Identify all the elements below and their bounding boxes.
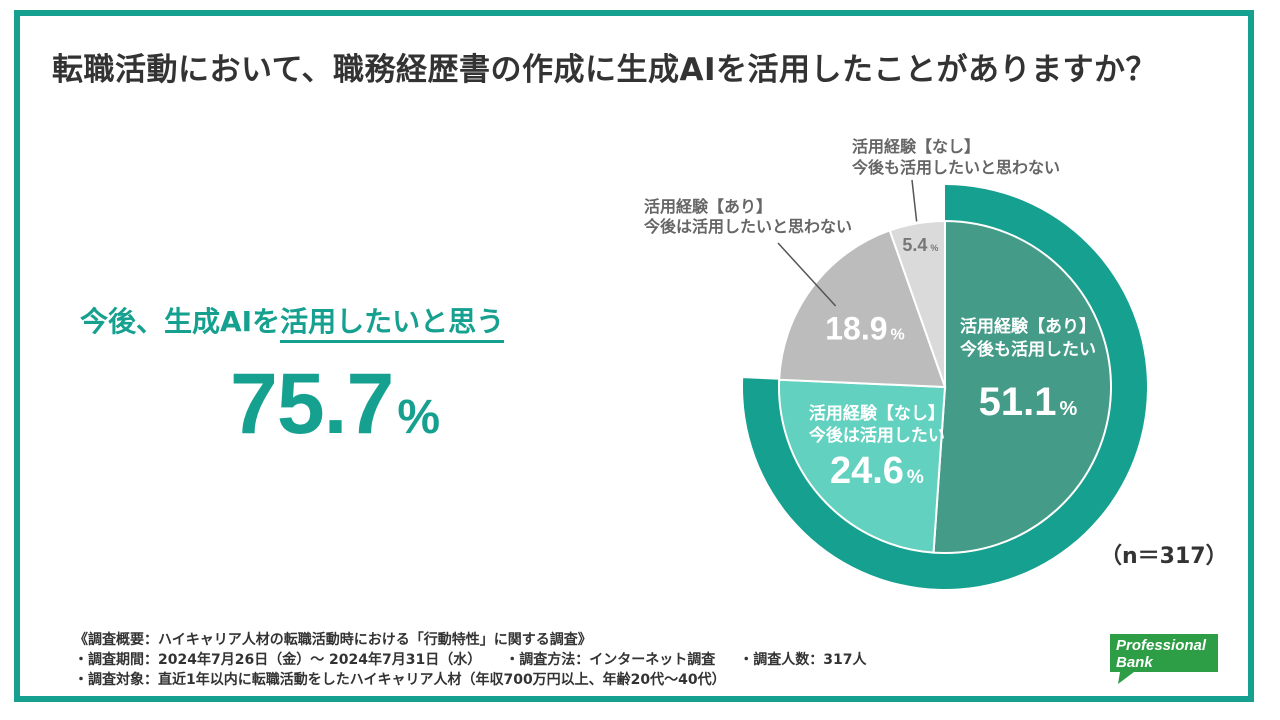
professional-bank-logo: Professional Bank (1110, 634, 1218, 684)
slice-yes-wont-use-label-line2: 今後は活用したいと思わない (643, 217, 852, 236)
slice-yes-will-use (932, 219, 1112, 554)
slice-no-wont-use-label-line2: 今後も活用したいと思わない (851, 158, 1060, 177)
slice-yes-will-use-label-line2: 今後も活用したい (960, 339, 1096, 360)
slide-frame (14, 10, 1254, 702)
slice-no-will-use-label-line2: 今後は活用したい (809, 425, 945, 446)
highlight-underlined: 活用したいと思う (280, 305, 505, 343)
highlight-unit: % (397, 391, 441, 444)
highlight-value: 75.7% (230, 355, 440, 454)
slice-no-will-use-value: 24.6% (830, 450, 924, 492)
slice-yes-will-use-value: 51.1% (979, 380, 1078, 424)
slice-no-wont-use-leader (911, 179, 918, 222)
footer-count: ・調査人数：317人 (739, 652, 867, 668)
highlight-caption: 今後、生成AIを活用したいと思う (80, 300, 505, 343)
slice-yes-wont-use-label-line1: 活用経験【あり】 (644, 197, 772, 216)
slice-yes-will-use-label-line1: 活用経験【あり】 (960, 316, 1096, 337)
footer-line-summary: 《調査概要：ハイキャリア人材の転職活動時における「行動特性」に関する調査》 (74, 632, 592, 648)
logo-text-line2: Bank (1116, 654, 1153, 671)
footer-line-details: ・調査期間：2024年7月26日（金）～ 2024年7月31日（水） ・調査方法：… (74, 650, 866, 670)
slice-no-wont-use (888, 219, 946, 388)
slice-no-wont-use-value: 5.4% (902, 235, 938, 255)
highlight-prefix: 今後、生成AIを (80, 305, 281, 338)
slice-yes-wont-use-value: 18.9% (825, 311, 905, 347)
slice-no-wont-use-label-line1: 活用経験【なし】 (852, 137, 980, 156)
footer-line-target: ・調査対象：直近1年以内に転職活動をしたハイキャリア人材（年収700万円以上、年… (74, 672, 726, 688)
slice-no-will-use (778, 378, 947, 554)
highlight-number: 75.7 (230, 356, 394, 452)
slice-yes-wont-use-leader (777, 242, 837, 307)
slice-no-will-use-label-line1: 活用経験【なし】 (809, 403, 945, 424)
footer-method: ・調査方法：インターネット調査 (505, 652, 716, 668)
logo-text-line1: Professional (1116, 637, 1207, 654)
logo-badge (1110, 634, 1218, 684)
chart-title: 転職活動において、職務経歴書の作成に生成AIを活用したことがありますか？ (52, 52, 1158, 88)
footer-period: ・調査期間：2024年7月26日（金）～ 2024年7月31日（水） (74, 652, 482, 668)
sample-size-label: （n＝317） (1100, 544, 1228, 569)
survey-footer: 《調査概要：ハイキャリア人材の転職活動時における「行動特性」に関する調査》 ・調… (74, 630, 866, 690)
